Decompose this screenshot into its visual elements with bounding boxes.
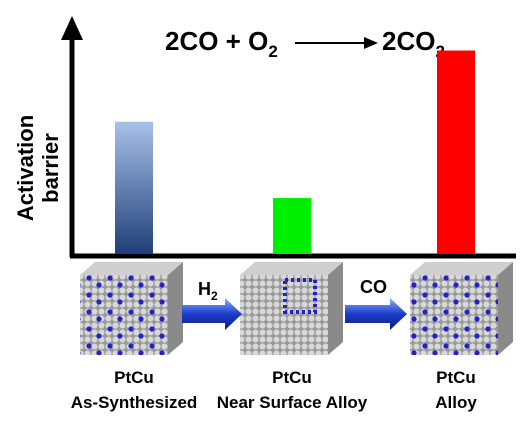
step-label: H2 — [198, 279, 218, 303]
step-arrow — [345, 298, 407, 330]
title-part: 2CO — [382, 26, 435, 56]
cube — [240, 262, 343, 355]
step-arrow — [182, 298, 242, 330]
y-label: Activation — [13, 115, 38, 221]
y-label: barrier — [38, 133, 63, 203]
step-text: H — [198, 279, 211, 299]
title-sub: 2 — [268, 42, 277, 61]
bar — [115, 121, 153, 254]
category-label: As-Synthesized — [71, 393, 198, 412]
category-label: PtCu — [272, 368, 312, 387]
category-label: PtCu — [114, 368, 154, 387]
title: 2CO + O2 — [165, 26, 278, 61]
title-part: 2CO + O — [165, 26, 268, 56]
reaction-arrowhead — [364, 37, 378, 49]
step-label: CO — [360, 277, 387, 297]
bar — [273, 198, 311, 254]
step-sub: 2 — [211, 289, 218, 303]
category-label: PtCu — [436, 368, 476, 387]
y-axis-arrow — [61, 16, 83, 40]
title: 2CO2 — [382, 26, 445, 61]
cube — [80, 262, 183, 355]
category-label: Near Surface Alloy — [217, 393, 368, 412]
cube — [410, 262, 513, 355]
category-label: Alloy — [435, 393, 477, 412]
bar — [437, 50, 475, 254]
